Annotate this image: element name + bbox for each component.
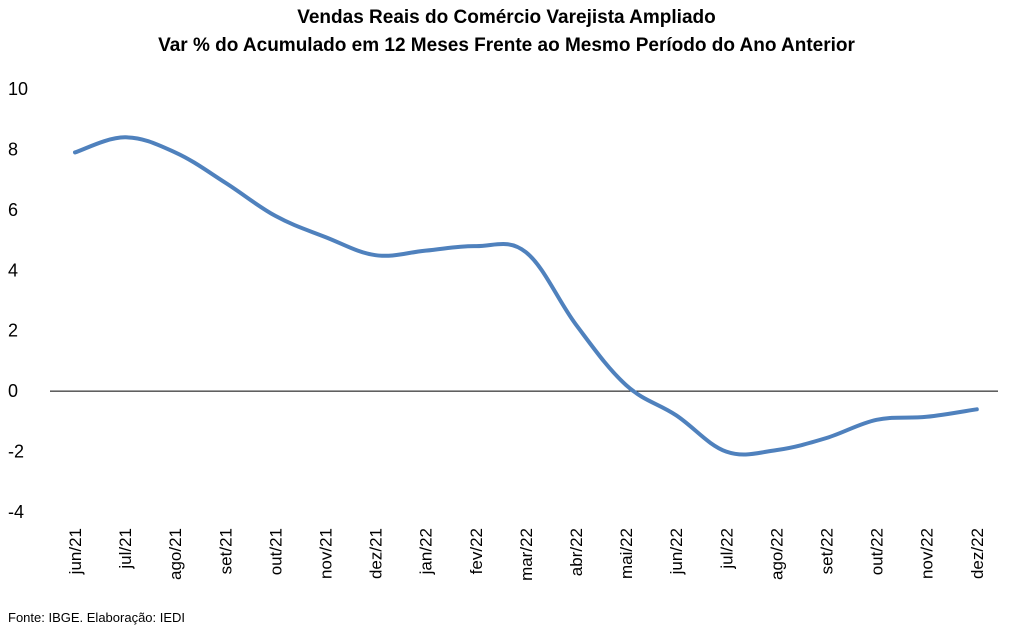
x-tick-label: fev/22	[467, 528, 486, 574]
source-note: Fonte: IBGE. Elaboração: IEDI	[8, 610, 186, 625]
x-tick-label: ago/22	[767, 528, 786, 580]
y-tick-label: 0	[8, 381, 18, 401]
x-tick-label: jan/22	[417, 528, 436, 575]
x-tick-label: mar/22	[517, 528, 536, 581]
series-line	[73, 135, 979, 457]
x-tick-label: jul/21	[116, 528, 135, 570]
y-tick-label: -2	[8, 442, 24, 462]
x-tick-label: set/22	[818, 528, 837, 574]
x-tick-label: set/21	[216, 528, 235, 574]
x-tick-label: dez/21	[367, 528, 386, 579]
y-tick-label: 4	[8, 260, 18, 280]
x-tick-label: jun/22	[667, 528, 686, 575]
y-tick-label: 2	[8, 321, 18, 341]
x-tick-label: dez/22	[968, 528, 987, 579]
y-axis-ticks: 10 8 6 4 2 0 -2 -4	[8, 79, 28, 522]
x-tick-label: jul/22	[717, 528, 736, 570]
x-tick-label: out/21	[266, 528, 285, 575]
y-tick-label: 6	[8, 200, 18, 220]
chart-subtitle: Var % do Acumulado em 12 Meses Frente ao…	[158, 35, 855, 56]
x-tick-label: jun/21	[66, 528, 85, 575]
x-tick-label: out/22	[868, 528, 887, 575]
x-tick-label: abr/22	[567, 528, 586, 576]
x-tick-label: mai/22	[617, 528, 636, 579]
y-tick-label: 10	[8, 79, 28, 99]
x-tick-label: ago/21	[166, 528, 185, 580]
x-tick-label: nov/21	[317, 528, 336, 579]
x-axis-ticks: jun/21 jul/21 ago/21 set/21 out/21 nov/21 dez/…	[66, 528, 987, 581]
y-tick-label: 8	[8, 139, 18, 159]
chart-title: Vendas Reais do Comércio Varejista Ampli…	[297, 7, 716, 28]
y-tick-label: -4	[8, 502, 24, 522]
x-tick-label: nov/22	[918, 528, 937, 579]
